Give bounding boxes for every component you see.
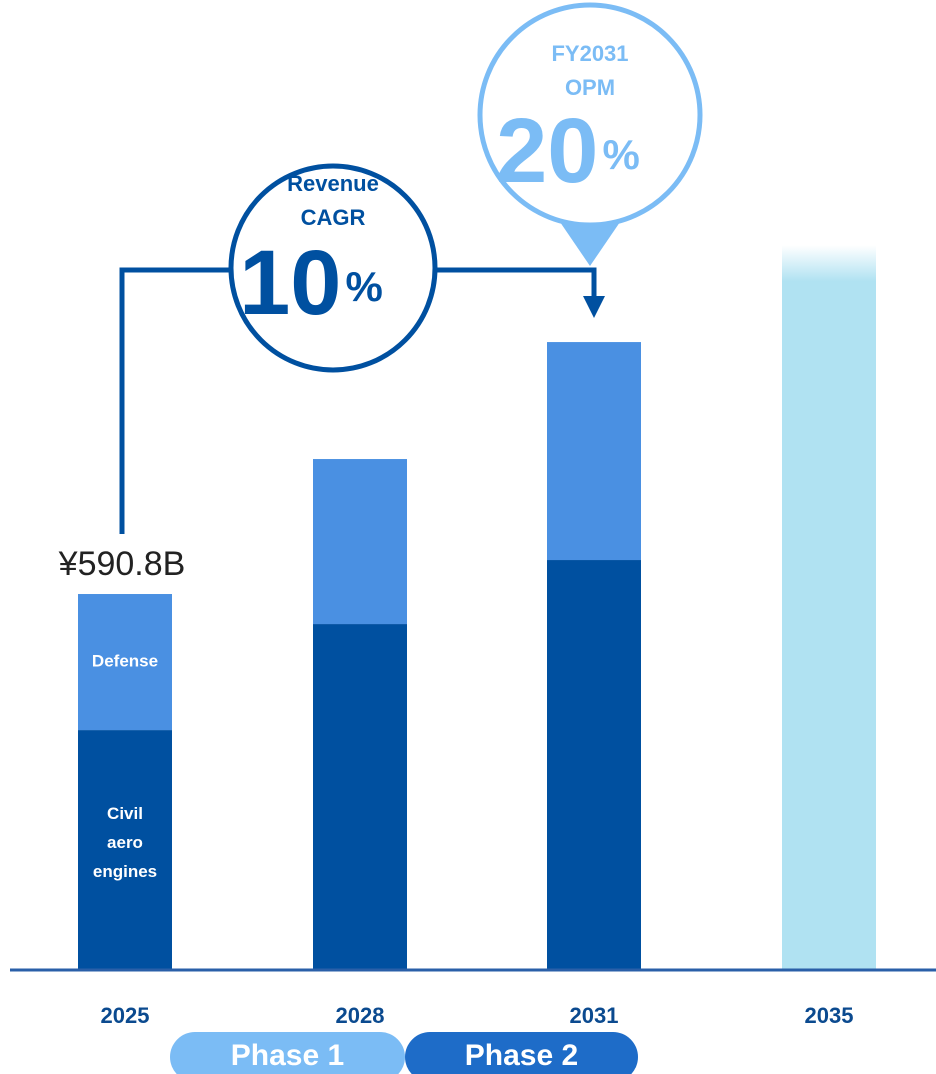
arrow-head: [583, 296, 605, 318]
segment-label-line: engines: [93, 863, 157, 882]
total-label: ¥590.8B: [58, 545, 186, 583]
segment-label-line: Civil: [107, 805, 143, 824]
segment-label-line: aero: [107, 834, 143, 853]
x-tick-label: 2025: [101, 1003, 150, 1028]
phase-label: Phase 2: [465, 1039, 578, 1072]
bar-segment: [78, 730, 172, 970]
segment-label: Civil aero engines: [93, 805, 157, 882]
phase-pill: [170, 1032, 405, 1074]
callout-value: 20%: [496, 100, 640, 202]
callout-unit: %: [345, 263, 382, 310]
callout-bubble: [228, 163, 438, 373]
x-tick-label: 2035: [805, 1003, 854, 1028]
phase-pill: [405, 1032, 638, 1074]
x-tick-label: 2028: [336, 1003, 385, 1028]
bar-segment: [547, 342, 641, 561]
callout-number: 20: [496, 100, 598, 202]
segment-label: Defense: [92, 652, 158, 671]
callout-label: CAGR: [301, 205, 366, 230]
bar-segment: [78, 594, 172, 731]
callout-label: FY2031: [551, 41, 628, 66]
bar-segment: [782, 245, 876, 971]
callout-label: OPM: [565, 75, 615, 100]
x-tick-label: 2031: [570, 1003, 619, 1028]
callout-bubble: [560, 222, 620, 266]
phase-label: Phase 1: [231, 1039, 344, 1072]
bar-segment: [313, 459, 407, 625]
callout-bubble: [477, 2, 703, 228]
bar-segment: [313, 624, 407, 970]
callout-number: 10: [239, 232, 341, 334]
callout-unit: %: [602, 131, 639, 178]
callout-label: Revenue: [287, 171, 379, 196]
callout-value: 10%: [239, 232, 383, 334]
bar-segment: [547, 560, 641, 970]
